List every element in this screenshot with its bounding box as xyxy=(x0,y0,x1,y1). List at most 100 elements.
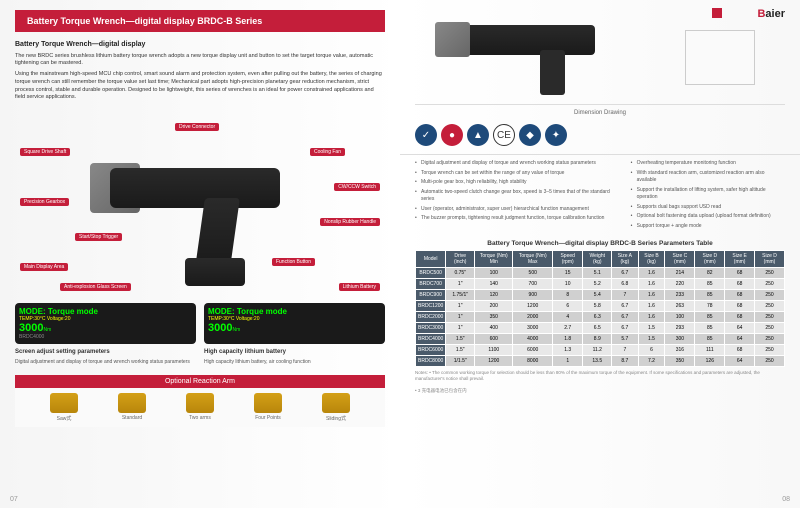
table-cell: 400 xyxy=(475,323,513,334)
spec-item: Supports dual bags support USD read xyxy=(631,204,785,212)
table-cell: 6.7 xyxy=(612,323,638,334)
table-cell: 1" xyxy=(446,323,475,334)
callout-display: Main Display Area xyxy=(20,263,68,271)
table-cell: 2.7 xyxy=(552,323,582,334)
callout-glass: Anti-explosion Glass Screen xyxy=(60,283,131,291)
spec-item: Automatic two-speed clutch change gear b… xyxy=(415,189,621,204)
table-note-2: • 3 充电器电池已包含在内 xyxy=(400,385,800,397)
table-cell: 250 xyxy=(754,312,784,323)
tool-illustration xyxy=(90,138,310,278)
spec-item: With standard reaction arm, customized r… xyxy=(631,170,785,185)
table-col-header: Weight (kg) xyxy=(583,251,612,268)
table-col-header: Size C (mm) xyxy=(665,251,695,268)
certification-badges: ✓●▲CE◆✦ xyxy=(400,116,800,155)
table-cell: 85 xyxy=(695,290,725,301)
page-number-left: 07 xyxy=(10,496,18,503)
table-col-header: Speed (rpm) xyxy=(552,251,582,268)
callout-cooling-fan: Cooling Fan xyxy=(310,148,345,156)
opt-twoarms: Two arms xyxy=(186,393,214,422)
table-cell: 68 xyxy=(725,290,755,301)
table-cell: 250 xyxy=(754,356,784,367)
table-cell: 250 xyxy=(754,279,784,290)
table-cell: 1.5" xyxy=(446,345,475,356)
table-cell: 6000 xyxy=(513,345,553,356)
table-cell: 2000 xyxy=(513,312,553,323)
display-previews: MODE: Torque mode TEMP:30°C Voltage:20 3… xyxy=(0,303,400,344)
spec-item: Overheating temperature monitoring funct… xyxy=(631,160,785,168)
table-cell: 6 xyxy=(552,301,582,312)
table-cell: 6.5 xyxy=(583,323,612,334)
table-cell: 316 xyxy=(665,345,695,356)
callout-cw-switch: CW/CCW Switch xyxy=(334,183,380,191)
dimension-area xyxy=(415,15,785,105)
table-cell: 6.3 xyxy=(583,312,612,323)
table-note-1: Notes: • The common working torque for s… xyxy=(400,367,800,385)
table-cell: 111 xyxy=(695,345,725,356)
table-cell: 250 xyxy=(754,345,784,356)
table-cell: 120 xyxy=(475,290,513,301)
table-cell: BRDC1200 xyxy=(416,301,446,312)
table-cell: 1" xyxy=(446,301,475,312)
opt-saw: Saw式 xyxy=(50,393,78,422)
spec-item: Support torque + angle mode xyxy=(631,223,785,231)
table-cell: BRDC8000 xyxy=(416,356,446,367)
table-row: BRDC12001"200120065.86.71.62637868250 xyxy=(416,301,785,312)
product-hero: Square Drive Shaft Drive Connector Cooli… xyxy=(15,118,385,298)
table-row: BRDC40001.5"60040001.88.95.71.5300856425… xyxy=(416,334,785,345)
table-cell: 7 xyxy=(612,290,638,301)
table-cell: 1.6 xyxy=(638,279,665,290)
spec-item: Multi-pole gear box, high reliability, h… xyxy=(415,179,621,187)
spec-item: Torque wrench can be set within the rang… xyxy=(415,170,621,178)
table-cell: 68 xyxy=(725,345,755,356)
table-cell: 6.7 xyxy=(612,301,638,312)
cert-badge: ✦ xyxy=(545,124,567,146)
table-cell: 15 xyxy=(552,268,582,279)
display-1: MODE: Torque mode TEMP:30°C Voltage:20 3… xyxy=(15,303,196,344)
table-col-header: Size A (kg) xyxy=(612,251,638,268)
table-cell: 1.5 xyxy=(638,334,665,345)
table-row: BRDC60001.5"110060001.311.27631611168250 xyxy=(416,345,785,356)
table-cell: 7.2 xyxy=(638,356,665,367)
spec-item: Optional bolt fastening data upload (upl… xyxy=(631,213,785,221)
table-cell: 250 xyxy=(754,268,784,279)
feature-screen: Screen adjust setting parameters Digital… xyxy=(15,349,196,365)
table-cell: BRDC4000 xyxy=(416,334,446,345)
page-number-right: 08 xyxy=(782,496,790,503)
table-cell: 68 xyxy=(725,268,755,279)
table-cell: 68 xyxy=(725,279,755,290)
table-cell: 8 xyxy=(552,290,582,301)
table-cell: 233 xyxy=(665,290,695,301)
table-cell: 6 xyxy=(638,345,665,356)
cert-badge: ✓ xyxy=(415,124,437,146)
table-cell: 1.5" xyxy=(446,334,475,345)
table-cell: 500 xyxy=(513,268,553,279)
table-cell: 250 xyxy=(754,323,784,334)
table-title: Battery Torque Wrench—digital display BR… xyxy=(400,240,800,247)
table-cell: 7 xyxy=(612,345,638,356)
callout-gearbox: Precision Gearbox xyxy=(20,198,69,206)
table-cell: 11.2 xyxy=(583,345,612,356)
cert-badge: CE xyxy=(493,124,515,146)
table-cell: 1.6 xyxy=(638,312,665,323)
table-col-header: Torque (Nm) Min xyxy=(475,251,513,268)
table-cell: 1.6 xyxy=(638,268,665,279)
table-cell: 68 xyxy=(725,312,755,323)
table-cell: 85 xyxy=(695,334,725,345)
table-cell: 1.3 xyxy=(552,345,582,356)
table-cell: BRDC500 xyxy=(416,268,446,279)
table-col-header: Size E (mm) xyxy=(725,251,755,268)
table-cell: 13.5 xyxy=(583,356,612,367)
cert-badge: ● xyxy=(441,124,463,146)
table-col-header: Size B (kg) xyxy=(638,251,665,268)
table-cell: 1200 xyxy=(475,356,513,367)
opt-sliding: Sliding式 xyxy=(322,393,350,422)
cert-badge: ▲ xyxy=(467,124,489,146)
table-row: BRDC9001.75/1"12090085.471.62338568250 xyxy=(416,290,785,301)
table-cell: 100 xyxy=(475,268,513,279)
catalog-page-right: Baier Dimension Drawing ✓●▲CE◆✦ Digital … xyxy=(400,0,800,508)
table-cell: 1.8 xyxy=(552,334,582,345)
table-cell: 1" xyxy=(446,312,475,323)
table-cell: 64 xyxy=(725,334,755,345)
table-cell: 8.7 xyxy=(612,356,638,367)
cert-badge: ◆ xyxy=(519,124,541,146)
